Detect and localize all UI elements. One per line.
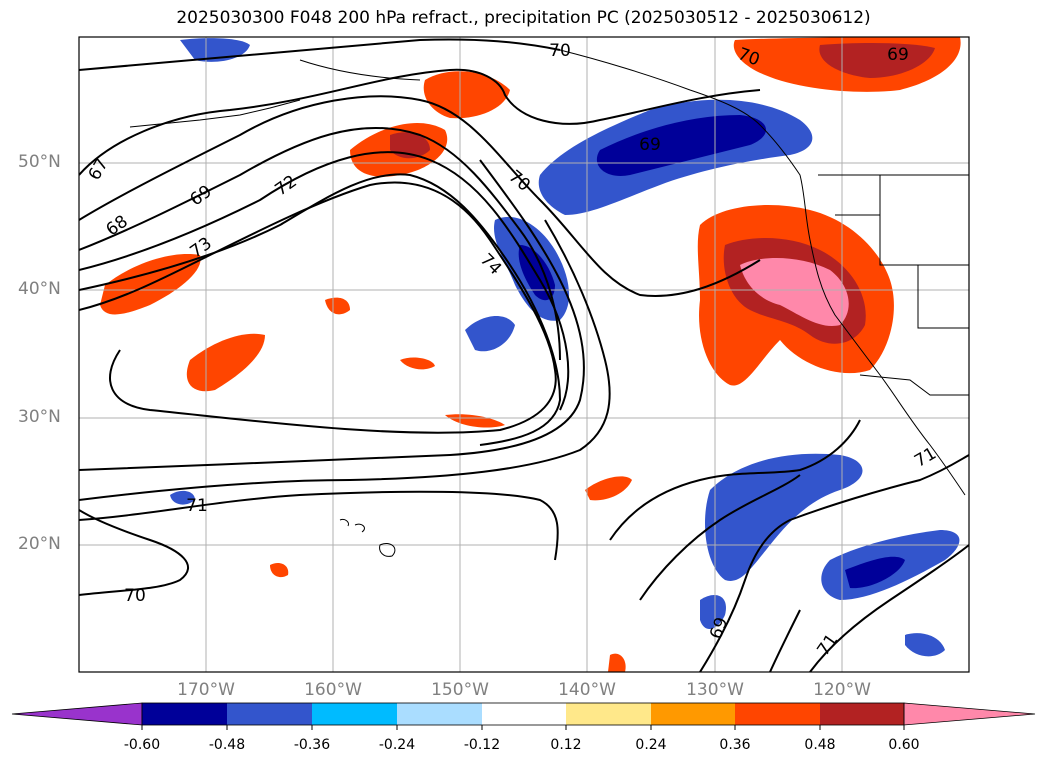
colorbar-bin	[482, 703, 566, 725]
lat-label: 20°N	[18, 534, 61, 554]
colorbar-bin	[312, 703, 397, 725]
precip-cell	[400, 357, 435, 370]
colorbar-tick-label: -0.60	[123, 737, 161, 753]
contour-label-layer: 70 70 69 67 69 72 68 73 70 74 71 70 69 7…	[85, 41, 940, 660]
lon-label: 170°W	[177, 680, 235, 700]
precip-cell	[700, 595, 726, 630]
precip-negative-core	[596, 115, 767, 176]
colorbar	[11, 702, 1036, 730]
colorbar-tick-label: 0.36	[719, 737, 751, 753]
colorbar-bin	[735, 703, 820, 725]
refractivity-contours	[79, 38, 969, 672]
colorbar-bin	[566, 703, 651, 725]
colorbar-tick-label: -0.48	[208, 737, 246, 753]
precip-cell	[585, 476, 632, 501]
lat-label: 30°N	[18, 407, 61, 427]
precipitation-fill-layer	[100, 37, 961, 672]
precip-positive-north-2	[423, 71, 510, 119]
colorbar-bin	[820, 703, 904, 725]
colorbar-bin	[397, 703, 482, 725]
colorbar-extend-right	[903, 702, 1036, 726]
precip-cell	[608, 653, 626, 672]
contour-label: 69	[639, 135, 661, 155]
precip-cell	[325, 297, 350, 315]
colorbar-bin	[651, 703, 735, 725]
colorbar-tick-label: 0.60	[888, 737, 920, 753]
contour-label: 70	[124, 586, 146, 606]
lon-label: 160°W	[304, 680, 362, 700]
colorbar-tick-label: -0.36	[293, 737, 331, 753]
lon-label: 120°W	[813, 680, 871, 700]
colorbar-tick-label: 0.48	[804, 737, 836, 753]
colorbar-bin	[142, 703, 227, 725]
contour-label: 71	[186, 496, 208, 516]
colorbar-tick-label: 0.24	[635, 737, 667, 753]
contour-label: 69	[887, 45, 909, 65]
precip-positive-ne-core	[819, 43, 935, 78]
colorbar-extend-left	[11, 702, 143, 726]
lon-label: 150°W	[431, 680, 489, 700]
precip-cell	[465, 315, 515, 352]
colorbar-frame	[141, 702, 905, 726]
colorbar-tick-label: 0.12	[550, 737, 582, 753]
precip-cell	[170, 490, 195, 505]
precip-cell	[270, 563, 289, 578]
colorbar-tick-label: -0.24	[378, 737, 416, 753]
colorbar-tick-label: -0.12	[463, 737, 501, 753]
colorbar-bin	[227, 703, 312, 725]
precip-positive-peak	[740, 258, 849, 326]
graticule	[79, 37, 969, 672]
contour-label: 70	[549, 41, 571, 61]
precip-cell	[905, 633, 945, 657]
lat-label: 40°N	[18, 279, 61, 299]
lat-label: 50°N	[18, 152, 61, 172]
lon-label: 130°W	[686, 680, 744, 700]
coastlines	[129, 49, 969, 557]
lon-label: 140°W	[558, 680, 616, 700]
map-frame	[78, 36, 970, 673]
precip-negative-subtropical-core	[845, 556, 905, 589]
precip-negative-subtropical	[705, 453, 863, 581]
chart-title: 2025030300 F048 200 hPa refract., precip…	[176, 8, 871, 28]
